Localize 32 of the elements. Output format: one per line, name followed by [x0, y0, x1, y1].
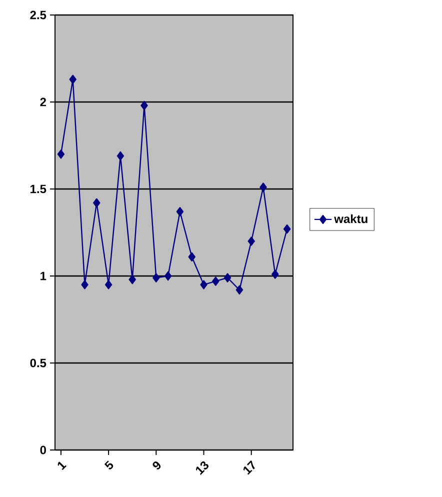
y-tick-label: 0.5 [30, 358, 46, 368]
point [188, 252, 196, 262]
point [81, 280, 88, 290]
point [200, 280, 208, 290]
point [224, 273, 232, 282]
point [93, 198, 100, 208]
x-tick-label: 5 [104, 460, 114, 470]
point [128, 274, 136, 284]
point [57, 150, 65, 159]
point [272, 270, 279, 279]
y-tick-label: 1.5 [30, 184, 46, 194]
point [69, 74, 76, 84]
point [248, 236, 255, 246]
x-tick-label: 13 [196, 461, 208, 475]
point [212, 276, 220, 286]
y-tick-label: 0 [40, 446, 46, 454]
y-tick-label: 1 [40, 272, 46, 280]
x-tick-label: 17 [243, 460, 255, 475]
y-tick-label: 2.5 [30, 10, 46, 20]
point [104, 280, 112, 290]
x-tick-label: 9 [152, 462, 161, 470]
point [152, 273, 160, 282]
point [164, 271, 172, 281]
y-tick-label: 2 [40, 98, 46, 106]
point [176, 207, 184, 216]
point [283, 224, 291, 234]
point [116, 151, 124, 161]
point [236, 285, 244, 295]
legend-label: waktu [334, 214, 368, 224]
point [140, 100, 148, 110]
point [260, 182, 267, 192]
x-tick-label: 1 [58, 462, 67, 470]
